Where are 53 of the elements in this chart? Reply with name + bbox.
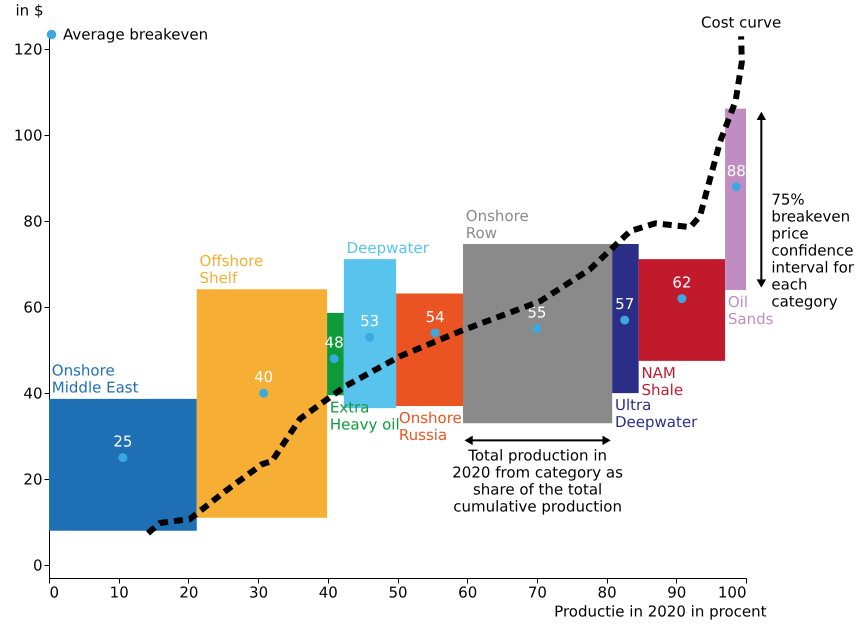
point xyxy=(430,328,440,338)
x-tick-label: 100 xyxy=(718,584,746,602)
x-tick-label: 70 xyxy=(528,584,547,602)
y-axis-title: in $ xyxy=(16,2,44,20)
point xyxy=(118,453,128,462)
point xyxy=(330,354,339,364)
data-label: 25 xyxy=(113,432,132,451)
x-tick-label: 10 xyxy=(110,584,129,602)
bar xyxy=(396,294,464,406)
data-label: 88 xyxy=(726,162,746,180)
bar xyxy=(49,400,197,531)
x-tick-label: 80 xyxy=(598,584,617,602)
x-tick-label: 60 xyxy=(458,584,478,602)
x-tick-label: 0 xyxy=(50,584,60,602)
series-label: Ultra Deepwater xyxy=(614,396,698,432)
data-label: 40 xyxy=(254,368,274,386)
data-label: 57 xyxy=(615,295,634,314)
series-label: Deepwater xyxy=(346,238,430,257)
y-tick-label: 80 xyxy=(23,212,42,231)
x-tick-label: 50 xyxy=(388,584,408,602)
series-label: Cost curve xyxy=(701,13,782,32)
y-tick-label: 100 xyxy=(14,126,42,145)
bar xyxy=(725,109,746,290)
data-label: 53 xyxy=(360,312,380,330)
series-label: Offshore Shelf xyxy=(200,252,264,287)
annotation: Total production in 2020 from category as share of the total cumulative production xyxy=(452,446,624,516)
point xyxy=(532,324,542,334)
series-label: NAM Shale xyxy=(641,364,684,399)
point xyxy=(259,388,268,398)
point xyxy=(620,316,630,325)
y-tick-label: 120 xyxy=(14,40,42,59)
bar xyxy=(638,260,726,361)
point xyxy=(732,182,741,192)
data-label: 54 xyxy=(426,308,445,326)
x-tick-label: 30 xyxy=(249,584,268,602)
y-tick-label: 60 xyxy=(23,298,42,317)
text: 75% breakeven price confidence interval for each category xyxy=(771,190,855,311)
point xyxy=(365,332,374,342)
y-tick-label: 20 xyxy=(23,470,42,489)
x-axis-title: Productie in 2020 in procent xyxy=(554,602,767,620)
series-label: Onshore Middle East xyxy=(52,362,139,397)
legend-label: Average breakeven xyxy=(63,26,208,44)
bar xyxy=(612,244,639,394)
bar xyxy=(463,244,612,424)
x-tick-label: 40 xyxy=(318,584,338,602)
data-label: 62 xyxy=(672,274,692,292)
series-label: Onshore Russia xyxy=(398,409,462,444)
x-tick-label: 20 xyxy=(179,584,198,602)
y-tick-label: 0 xyxy=(32,556,42,575)
x-tick-label: 90 xyxy=(667,584,686,602)
y-tick-label: 40 xyxy=(23,384,42,403)
series-label: Onshore Row xyxy=(466,206,529,242)
point xyxy=(677,294,686,304)
